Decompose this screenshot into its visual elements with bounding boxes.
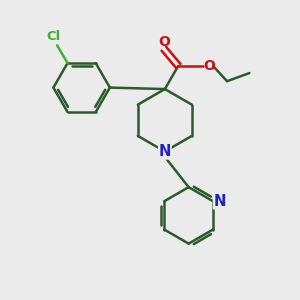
Text: N: N	[159, 144, 171, 159]
Text: O: O	[203, 59, 215, 73]
Text: O: O	[158, 35, 170, 49]
Text: Cl: Cl	[46, 31, 61, 44]
Text: N: N	[213, 194, 226, 209]
